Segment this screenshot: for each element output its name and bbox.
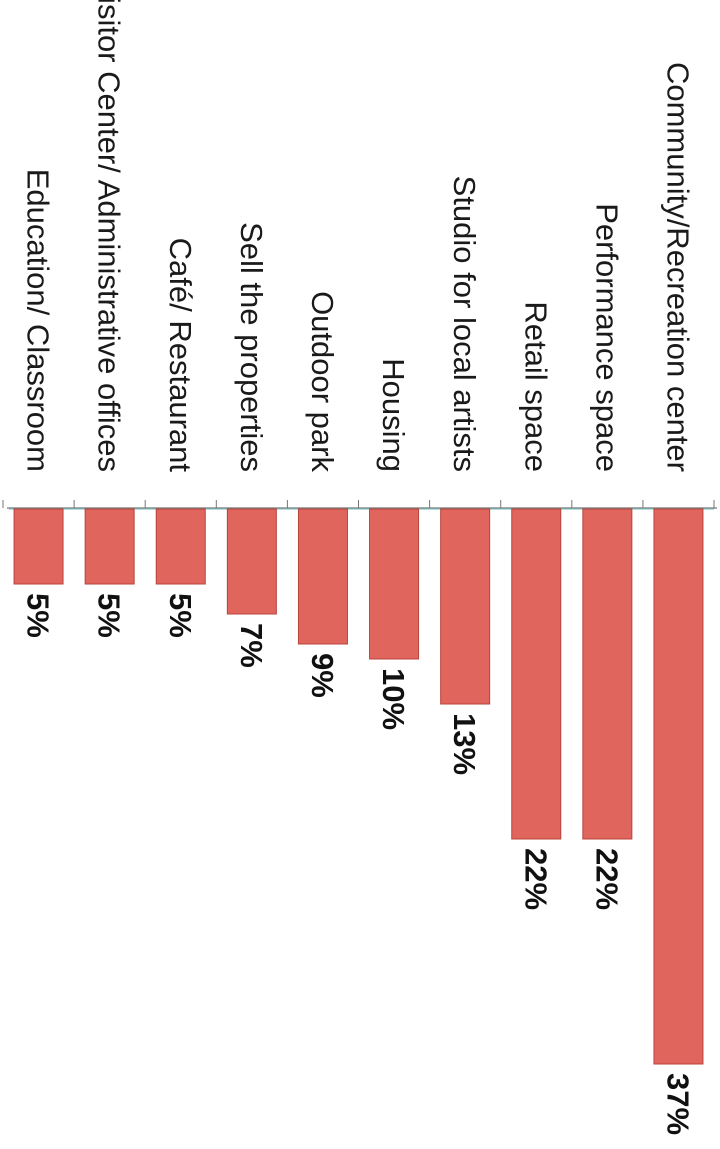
bar [226, 508, 277, 615]
value-label: 13% [447, 713, 482, 775]
category-label: Café/ Restaurant [163, 238, 198, 473]
value-label: 9% [305, 653, 340, 698]
bar [297, 508, 348, 645]
category-label: Visitor Center/ Administrative offices [92, 0, 127, 472]
category-label: Community/Recreation center [660, 62, 695, 472]
value-label: 5% [21, 593, 56, 638]
value-label: 5% [92, 593, 127, 638]
value-label: 37% [660, 1073, 695, 1135]
category-label: Education/ Classroom [21, 169, 56, 472]
bar [369, 508, 420, 660]
bars [13, 508, 704, 1065]
value-label: 10% [376, 668, 411, 730]
bar [653, 508, 704, 1065]
value-label: 22% [589, 848, 624, 910]
bar [440, 508, 491, 705]
bar [511, 508, 562, 840]
bar [582, 508, 633, 840]
value-label: 22% [518, 848, 553, 910]
category-label: Studio for local artists [447, 176, 482, 472]
category-label: Outdoor park [305, 291, 340, 472]
category-axis [2, 500, 717, 510]
category-label: Housing [376, 358, 411, 472]
category-label: Sell the properties [234, 222, 269, 472]
category-label: Performance space [589, 203, 624, 472]
category-label: Retail space [518, 301, 553, 472]
category-labels: Community/Recreation center Performance s… [21, 0, 696, 472]
value-label: 7% [234, 623, 269, 668]
value-labels: 37% 22% 22% 13% 10% 9% 7% 5% 5% 5% [21, 593, 696, 1135]
bar [13, 508, 64, 585]
value-label: 5% [163, 593, 198, 638]
bar [155, 508, 206, 585]
bar [84, 508, 135, 585]
